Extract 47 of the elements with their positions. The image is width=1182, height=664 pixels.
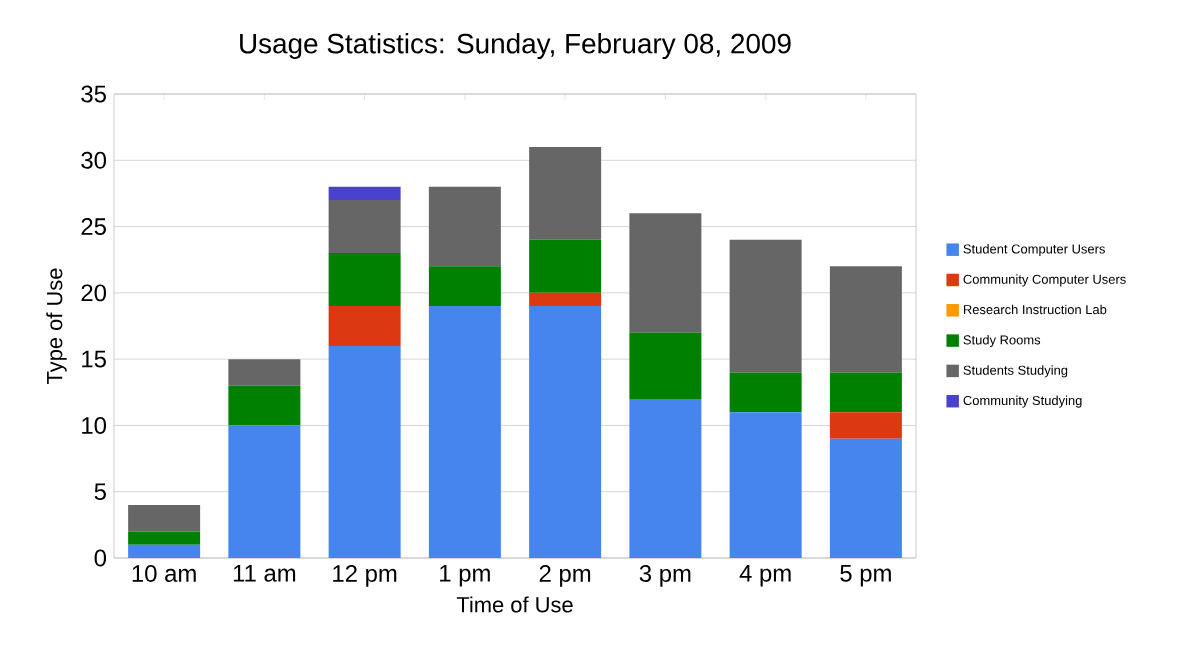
y-tick-label: 5 [94,483,106,501]
bar [829,412,902,439]
bar [328,253,401,307]
y-tick-label: 15 [82,350,106,368]
x-axis-title: Time of Use [456,596,573,613]
bar [529,239,602,293]
bar [428,186,501,267]
bar [428,306,501,558]
x-tick-label: 11 am [233,565,296,582]
bar [829,266,902,373]
bar [629,213,702,333]
x-tick-label: 10 am [132,565,196,582]
y-tick-label: 10 [82,416,107,434]
bar [428,266,501,307]
y-tick-label: 35 [81,85,106,103]
bar [228,425,301,558]
bar [529,306,602,558]
bar [729,239,802,373]
x-tick-label: 12 pm [333,565,397,587]
bar [128,504,201,532]
bar [328,186,401,201]
bar [328,345,401,558]
x-tick-label: 2 pm [539,565,591,587]
bar [128,544,201,558]
x-tick-label: 5 pm [840,565,891,587]
bar [328,306,401,346]
x-tick-label: 4 pm [739,565,791,587]
bar [629,398,702,558]
bar [629,332,702,399]
bar [529,147,602,240]
y-tick-label: 25 [81,218,106,236]
bar [729,412,802,558]
bar [128,531,201,545]
y-tick-label: 0 [94,549,107,567]
y-tick-label: 30 [81,151,107,169]
y-tick-label: 20 [81,284,107,302]
chart-title: Usage Statistics: Sunday, February 08, 2009 [240,33,791,59]
y-axis-title: Type of Use [46,268,67,384]
x-tick-label: 1 pm [440,565,490,587]
bar [729,372,802,413]
bar [228,385,301,426]
bar [228,359,301,386]
bar [529,292,602,307]
bar [829,372,902,413]
x-tick-label: 3 pm [639,565,691,587]
bar [829,438,902,558]
bar [328,200,401,254]
